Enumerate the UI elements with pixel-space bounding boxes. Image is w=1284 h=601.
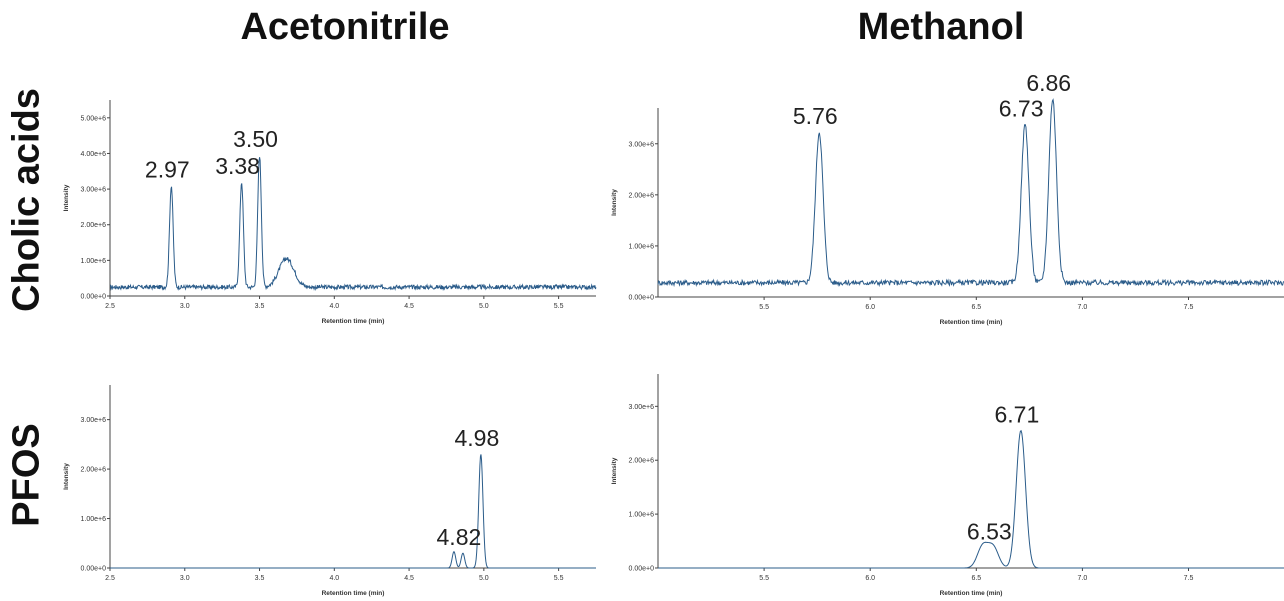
panel-2-y-tick-label: 0.00e+0	[81, 566, 107, 573]
panel-2-x-tick-label: 4.5	[404, 575, 414, 582]
panel-2-peak-label: 4.82	[437, 524, 482, 550]
panel-0-y-tick-label: 1.00e+6	[81, 258, 107, 265]
panel-2-x-tick-label: 3.5	[255, 575, 265, 582]
panel-1-x-axis-label: Retention time (min)	[940, 319, 1003, 326]
panel-3-x-tick-label: 5.5	[759, 575, 769, 582]
panel-1-x-tick-label: 7.0	[1078, 304, 1088, 311]
panel-3-trace	[658, 429, 1284, 569]
panel-3-x-tick-label: 6.5	[971, 575, 981, 582]
panel-0-x-axis-label: Retention time (min)	[322, 318, 385, 325]
panel-0-peak-label: 3.38	[215, 153, 260, 179]
panel-1-x-tick-label: 7.5	[1184, 304, 1194, 311]
panel-3-y-tick-label: 2.00e+6	[629, 458, 655, 465]
panel-2-y-tick-label: 1.00e+6	[81, 516, 107, 523]
panel-0-x-tick-label: 3.5	[255, 303, 265, 310]
panel-2-x-axis-label: Retention time (min)	[322, 590, 385, 597]
panel-2-x-tick-label: 5.0	[479, 575, 489, 582]
column-title-methanol: Methanol	[857, 6, 1025, 48]
panel-2-x-tick-label: 5.5	[554, 575, 564, 582]
panel-1-peak-label: 6.73	[999, 95, 1044, 121]
panel-3-peak-label: 6.53	[967, 519, 1012, 545]
panel-2-y-tick-label: 2.00e+6	[81, 467, 107, 474]
panel-3-x-axis-label: Retention time (min)	[940, 590, 1003, 597]
panel-3-y-tick-label: 0.00e+0	[629, 566, 655, 573]
column-title-acetonitrile: Acetonitrile	[240, 6, 450, 48]
panel-1-y-tick-label: 1.00e+6	[629, 243, 655, 250]
panel-3-y-tick-label: 1.00e+6	[629, 512, 655, 519]
panel-1-trace	[657, 98, 1284, 288]
panel-3-y-axis-label: Intensity	[611, 457, 618, 484]
panel-2-x-tick-label: 3.0	[180, 575, 190, 582]
panel-1-y-tick-label: 0.00e+0	[629, 295, 655, 302]
panel-0-peak-label: 3.50	[233, 126, 278, 152]
panel-0-y-tick-label: 4.00e+6	[81, 151, 107, 158]
panel-0-x-tick-label: 4.0	[329, 303, 339, 310]
panel-0-peak-label: 2.97	[145, 157, 190, 183]
panel-1-y-tick-label: 3.00e+6	[629, 141, 655, 148]
panel-0-trace	[109, 157, 597, 292]
panel-2-x-tick-label: 4.0	[329, 575, 339, 582]
panel-3-y-tick-label: 3.00e+6	[629, 404, 655, 411]
panel-2-y-tick-label: 3.00e+6	[81, 417, 107, 424]
panel-3-x-tick-label: 7.0	[1078, 575, 1088, 582]
panel-0-x-tick-label: 4.5	[404, 303, 414, 310]
panel-1-y-axis-label: Intensity	[611, 189, 618, 216]
panel-2-trace	[110, 454, 596, 569]
panel-1-y-tick-label: 2.00e+6	[629, 192, 655, 199]
panel-2-y-axis-label: Intensity	[63, 463, 70, 490]
panel-1-x-tick-label: 6.5	[971, 304, 981, 311]
panel-0-y-tick-label: 3.00e+6	[81, 187, 107, 194]
panel-0-y-axis-label: Intensity	[63, 184, 70, 211]
panel-3-x-tick-label: 6.0	[865, 575, 875, 582]
panel-1-x-tick-label: 5.5	[759, 304, 769, 311]
panel-1-peak-label: 6.86	[1026, 70, 1071, 96]
panel-3-peak-label: 6.71	[994, 402, 1039, 428]
panel-2-x-tick-label: 2.5	[105, 575, 115, 582]
panel-0-y-tick-label: 0.00e+0	[81, 294, 107, 301]
panel-0-y-tick-label: 2.00e+6	[81, 222, 107, 229]
panel-1-peak-label: 5.76	[793, 103, 838, 129]
panel-0-x-tick-label: 3.0	[180, 303, 190, 310]
panel-0-y-tick-label: 5.00e+6	[81, 115, 107, 122]
panel-1-x-tick-label: 6.0	[865, 304, 875, 311]
panel-2-peak-label: 4.98	[454, 425, 499, 451]
panel-0-x-tick-label: 5.0	[479, 303, 489, 310]
panel-0-x-tick-label: 5.5	[554, 303, 564, 310]
panel-0-x-tick-label: 2.5	[105, 303, 115, 310]
panel-3-x-tick-label: 7.5	[1184, 575, 1194, 582]
